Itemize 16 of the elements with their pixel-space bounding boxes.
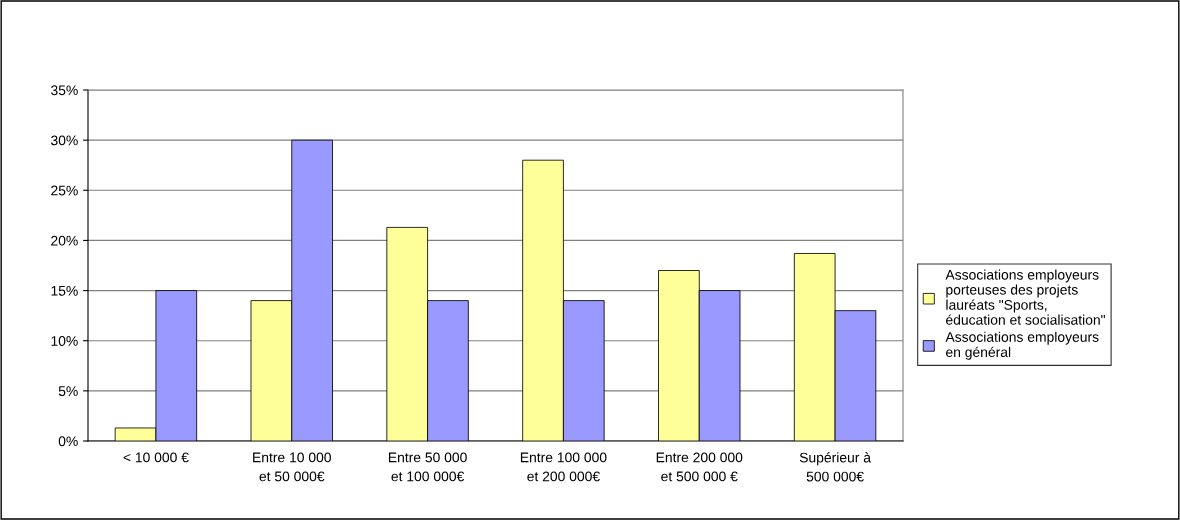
x-tick-label: Entre 50 000 et 100 000€	[388, 452, 467, 482]
y-tick-label: 0%	[58, 436, 78, 447]
legend-label: Associations employeurs porteuses des projets lauréats "Sports, éducation et socialisation"	[945, 269, 1105, 325]
y-tick-label: 10%	[51, 336, 78, 346]
x-tick-label: Entre 100 000 et 200 000€	[520, 452, 607, 482]
legend-label: Associations employeurs en général	[945, 331, 1099, 360]
x-tick-label: Supérieur à 500 000€	[799, 452, 871, 482]
x-tick-label: Entre 10 000 et 50 000€	[253, 452, 331, 482]
y-tick-label: 35%	[51, 85, 78, 96]
y-tick-label: 5%	[58, 386, 78, 397]
y-tick-label: 25%	[51, 185, 78, 196]
y-tick-label: 15%	[51, 285, 78, 296]
y-tick-label: 30%	[51, 135, 78, 146]
y-tick-label: 20%	[51, 235, 78, 246]
x-tick-label: < 10 000 €	[123, 452, 189, 463]
x-tick-label: Entre 200 000 et 500 000 €	[656, 452, 743, 482]
